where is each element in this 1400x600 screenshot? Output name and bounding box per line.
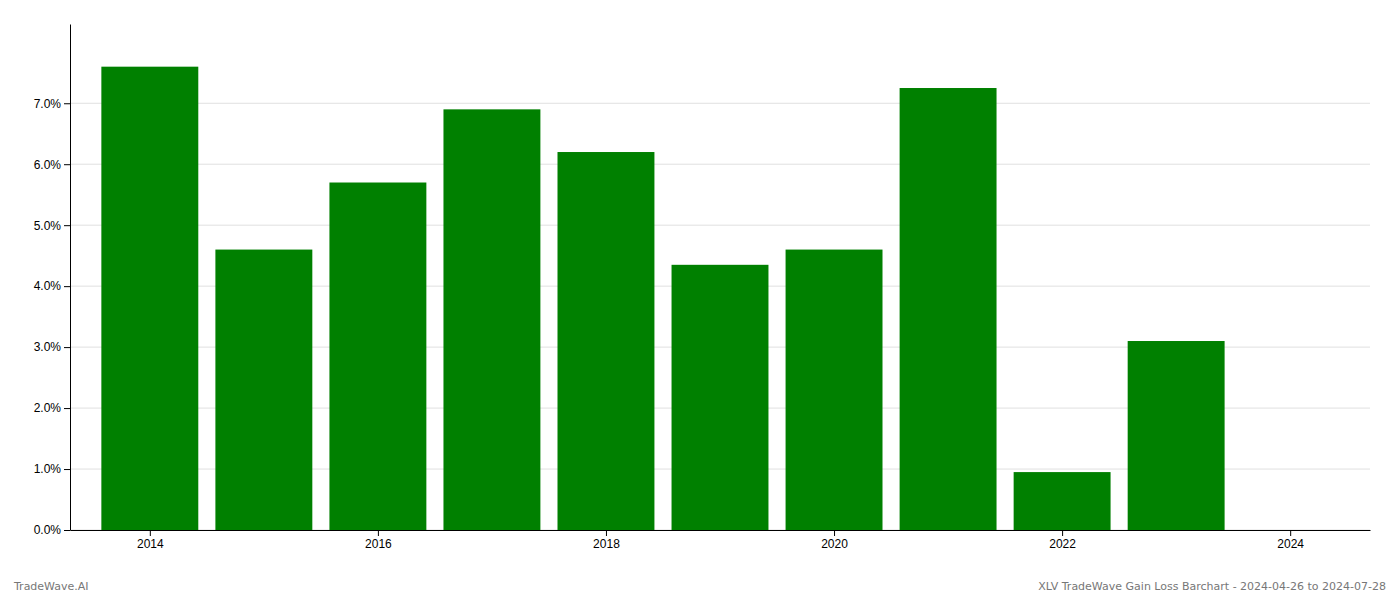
marks <box>101 67 1224 530</box>
bar <box>443 109 540 530</box>
x-axis: 2014 2016 2018 2020 2022 2024 <box>71 530 1371 551</box>
y-tick-mark <box>64 103 70 104</box>
grid-line <box>70 103 1370 104</box>
bar <box>329 183 426 530</box>
y-tick: 0.0% <box>34 523 70 537</box>
y-tick-mark <box>64 164 70 165</box>
chart: 0.0% 1.0% 2.0% 3.0% 4.0% 5.0% 6.0% 7.0% 2014 2016… <box>0 0 1400 600</box>
y-tick-label: 3.0% <box>34 340 62 354</box>
grid-line <box>70 225 1370 226</box>
y-tick-mark <box>64 408 70 409</box>
x-tick-mark <box>378 530 379 536</box>
x-tick: 2020 <box>821 530 848 551</box>
y-axis-line <box>70 25 71 531</box>
y-tick-label: 0.0% <box>34 523 62 537</box>
annotation: XLV TradeWave Gain Loss Barchart - 2024-… <box>1038 580 1386 593</box>
y-tick-mark <box>64 530 70 531</box>
x-tick-mark <box>606 530 607 536</box>
x-tick-mark <box>1062 530 1063 536</box>
bar <box>101 67 198 530</box>
x-tick-label: 2014 <box>137 537 164 551</box>
y-tick: 1.0% <box>34 462 70 476</box>
grid-line <box>70 164 1370 165</box>
bar <box>672 265 769 530</box>
y-tick-label: 2.0% <box>34 401 62 415</box>
y-tick: 6.0% <box>34 158 70 172</box>
x-tick-mark <box>834 530 835 536</box>
x-tick-label: 2016 <box>365 537 392 551</box>
x-tick: 2024 <box>1277 530 1304 551</box>
x-tick-label: 2018 <box>593 537 620 551</box>
bar <box>1014 472 1111 530</box>
x-tick-mark <box>1290 530 1291 536</box>
x-tick-label: 2020 <box>821 537 848 551</box>
y-tick-label: 1.0% <box>34 462 62 476</box>
annotation: TradeWave.AI <box>13 580 89 593</box>
x-tick: 2014 <box>137 530 164 551</box>
y-tick-mark <box>64 469 70 470</box>
x-tick: 2016 <box>365 530 392 551</box>
y-axis: 0.0% 1.0% 2.0% 3.0% 4.0% 5.0% 6.0% 7.0% <box>34 25 71 538</box>
x-tick-label: 2024 <box>1277 537 1304 551</box>
y-tick: 7.0% <box>34 97 70 111</box>
annotations: TradeWave.AI XLV TradeWave Gain Loss Barc… <box>13 580 1386 593</box>
x-tick-mark <box>150 530 151 536</box>
y-tick-mark <box>64 347 70 348</box>
y-tick-label: 7.0% <box>34 97 62 111</box>
y-tick: 5.0% <box>34 219 70 233</box>
bar <box>1128 341 1225 530</box>
bar <box>215 250 312 530</box>
y-tick: 3.0% <box>34 340 70 354</box>
x-axis-line <box>71 530 1371 531</box>
x-tick-label: 2022 <box>1049 537 1076 551</box>
bar <box>786 250 883 530</box>
bar <box>558 152 655 530</box>
y-tick: 4.0% <box>34 279 70 293</box>
y-tick: 2.0% <box>34 401 70 415</box>
bar <box>900 88 997 530</box>
y-tick-mark <box>64 225 70 226</box>
plot: 0.0% 1.0% 2.0% 3.0% 4.0% 5.0% 6.0% 7.0% 2014 2016… <box>34 25 1371 551</box>
y-tick-label: 6.0% <box>34 158 62 172</box>
grid <box>70 103 1370 530</box>
y-tick-mark <box>64 286 70 287</box>
y-tick-label: 5.0% <box>34 219 62 233</box>
x-tick: 2022 <box>1049 530 1076 551</box>
x-tick: 2018 <box>593 530 620 551</box>
y-tick-label: 4.0% <box>34 279 62 293</box>
